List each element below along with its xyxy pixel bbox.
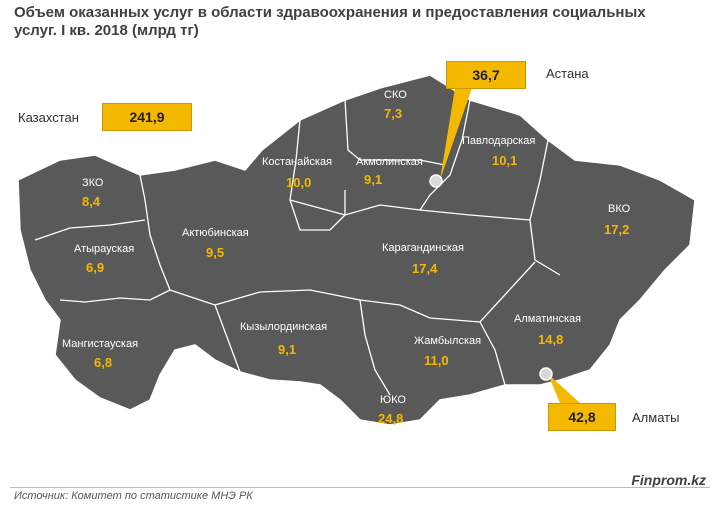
region-value-yuko: 24,8 (378, 411, 403, 426)
almaty-value-badge: 42,8 (548, 403, 616, 431)
region-name-sko: СКО (384, 89, 407, 101)
brand-logo: Finprom.kz (631, 472, 706, 488)
border-zhambyl-east (479, 321, 506, 386)
border-karaganda-north (289, 199, 531, 221)
astana-value-badge: 36,7 (446, 61, 526, 89)
astana-pointer (440, 88, 472, 180)
region-name-zko: ЗКО (82, 177, 104, 189)
region-name-pavlodar: Павлодарская (462, 135, 535, 147)
region-name-yuko: ЮКО (380, 394, 406, 406)
region-value-zko: 8,4 (82, 194, 101, 209)
astana-marker (429, 174, 443, 188)
almaty-marker (539, 367, 553, 381)
region-value-zhambyl: 11,0 (424, 353, 449, 368)
region-borders (34, 99, 561, 396)
border-atyrau-north (34, 219, 146, 241)
astana-label: Астана (546, 66, 589, 81)
border-aktobe-south (169, 289, 241, 373)
region-name-karaganda: Карагандинская (382, 242, 464, 254)
almaty-label: Алматы (632, 410, 680, 425)
border-sko-akm (344, 99, 446, 166)
almaty-pointer (548, 374, 580, 403)
region-name-akmola: Акмолинская (356, 156, 423, 168)
border-zko-aktobe (139, 174, 171, 291)
region-value-mangistau: 6,8 (94, 355, 112, 370)
region-name-kostanay: Костанайская (262, 156, 332, 168)
region-value-akmola: 9,1 (364, 172, 382, 187)
region-value-aktobe: 9,5 (206, 245, 224, 260)
border-pavlodar-west (419, 99, 471, 211)
region-labels: ЗКО 8,4 Атырауская 6,9 Мангистауская 6,8… (62, 89, 631, 426)
region-name-mangistau: Мангистауская (62, 338, 138, 350)
border-zhambyl-west (359, 299, 391, 396)
page-title: Объем оказанных услуг в области здравоох… (14, 4, 646, 39)
region-value-kyzylorda: 9,1 (278, 342, 296, 357)
source-note: Источник: Комитет по статистике МНЭ РК (14, 490, 253, 502)
region-name-almaty-region: Алматинская (514, 313, 581, 325)
total-value-badge: 241,9 (102, 103, 192, 131)
total-label: Казахстан (18, 110, 79, 125)
border-mangistau (59, 289, 171, 303)
region-value-vko: 17,2 (604, 222, 629, 237)
region-name-zhambyl: Жамбылская (414, 335, 481, 347)
country-outline (17, 74, 696, 426)
region-value-karaganda: 17,4 (412, 261, 438, 276)
region-value-almaty-region: 14,8 (538, 332, 563, 347)
border-karaganda-south (214, 261, 536, 323)
region-name-atyrau: Атырауская (74, 243, 134, 255)
footer-divider (10, 487, 710, 488)
region-value-kostanay: 10,0 (286, 175, 311, 190)
region-value-atyrau: 6,9 (86, 260, 104, 275)
region-value-pavlodar: 10,1 (492, 153, 517, 168)
region-name-aktobe: Актюбинская (182, 227, 249, 239)
region-name-vko: ВКО (608, 203, 631, 215)
region-name-kyzylorda: Кызылординская (240, 321, 327, 333)
region-value-sko: 7,3 (384, 106, 402, 121)
